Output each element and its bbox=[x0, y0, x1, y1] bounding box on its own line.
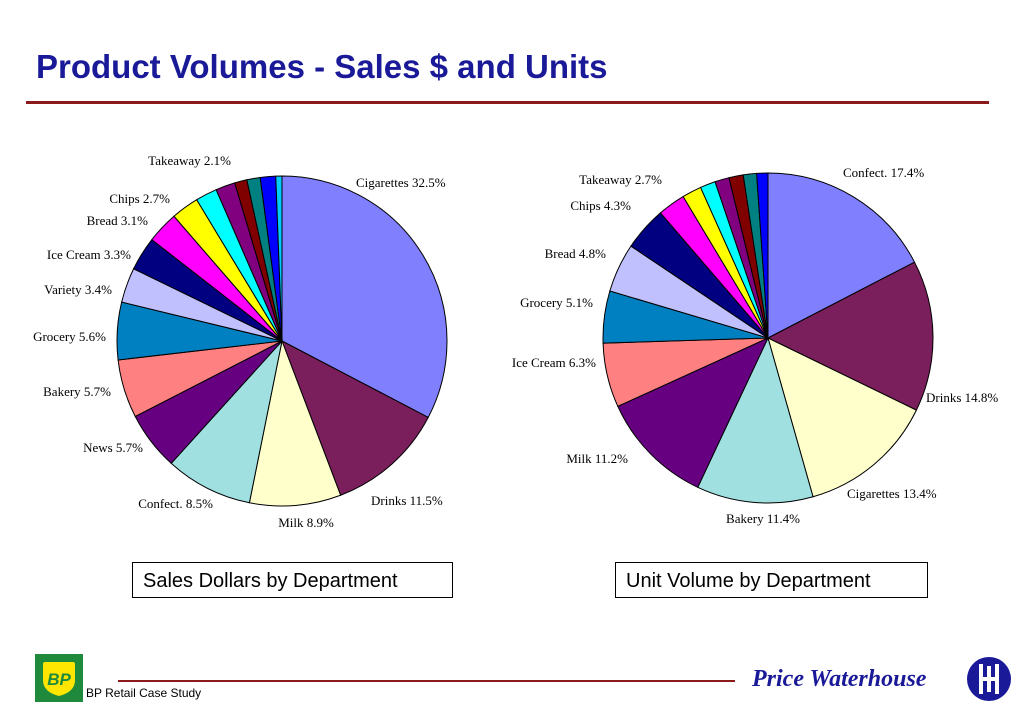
title-divider bbox=[26, 101, 989, 104]
unit-volume-caption: Unit Volume by Department bbox=[615, 562, 928, 598]
pie-slice-drinks bbox=[766, 261, 934, 411]
pie-slice-drinks bbox=[281, 339, 429, 496]
pie-slice-confect bbox=[767, 172, 916, 339]
footer-case-study: BP Retail Case Study bbox=[86, 686, 202, 700]
slice-label: Takeaway 2.7% bbox=[579, 172, 662, 187]
pie-slice-other-16 bbox=[275, 175, 283, 342]
pie-slice-milk bbox=[248, 339, 342, 507]
footer-divider bbox=[118, 680, 735, 682]
slice-label: Chips 2.7% bbox=[109, 191, 170, 206]
slice-label: Variety 3.4% bbox=[44, 282, 112, 297]
slice-label: Cigarettes 13.4% bbox=[847, 486, 937, 501]
slice-label: Confect. 8.5% bbox=[138, 496, 213, 511]
slice-label: News 5.7% bbox=[83, 440, 143, 455]
slice-label: Grocery 5.6% bbox=[33, 329, 106, 344]
slice-label: Drinks 11.5% bbox=[371, 493, 443, 508]
slice-label: Cigarettes 32.5% bbox=[356, 175, 446, 190]
page-title: Product Volumes - Sales $ and Units bbox=[36, 48, 608, 85]
footer-brand: Price Waterhouse bbox=[752, 666, 927, 692]
slice-label: Bread 4.8% bbox=[545, 246, 607, 261]
slice-label: Drinks 14.8% bbox=[926, 390, 998, 405]
slice-label: Bread 3.1% bbox=[87, 213, 149, 228]
pie-slice-other-15 bbox=[756, 172, 769, 339]
slice-label: Milk 11.2% bbox=[566, 451, 628, 466]
sales-dollars-pie: Cigarettes 32.5% Drinks 11.5% Milk 8.9% Con… bbox=[33, 153, 448, 530]
slice-label: Grocery 5.1% bbox=[520, 295, 593, 310]
pie-slice-confect bbox=[170, 339, 283, 504]
bp-logo-text: BP bbox=[47, 670, 71, 689]
slice-label: Confect. 17.4% bbox=[843, 165, 924, 180]
unit-volume-pie: Confect. 17.4% Drinks 14.8% Cigarettes 13.… bbox=[512, 165, 998, 526]
pie-slice-cigarettes bbox=[281, 175, 448, 419]
sales-dollars-caption: Sales Dollars by Department bbox=[132, 562, 453, 598]
price-waterhouse-logo bbox=[967, 657, 1011, 701]
slice-label: Bakery 11.4% bbox=[726, 511, 800, 526]
slice-label: Ice Cream 3.3% bbox=[47, 247, 131, 262]
slice-label: Ice Cream 6.3% bbox=[512, 355, 596, 370]
pie-slice-cigarettes bbox=[767, 337, 918, 498]
bp-logo: BP bbox=[35, 654, 83, 702]
pie-slice-bakery bbox=[697, 336, 814, 504]
slice-label: Milk 8.9% bbox=[278, 515, 334, 530]
slice-label: Bakery 5.7% bbox=[43, 384, 111, 399]
pie-slice-milk bbox=[617, 336, 770, 488]
slice-label: Takeaway 2.1% bbox=[148, 153, 231, 168]
slice-label: Chips 4.3% bbox=[570, 198, 631, 213]
